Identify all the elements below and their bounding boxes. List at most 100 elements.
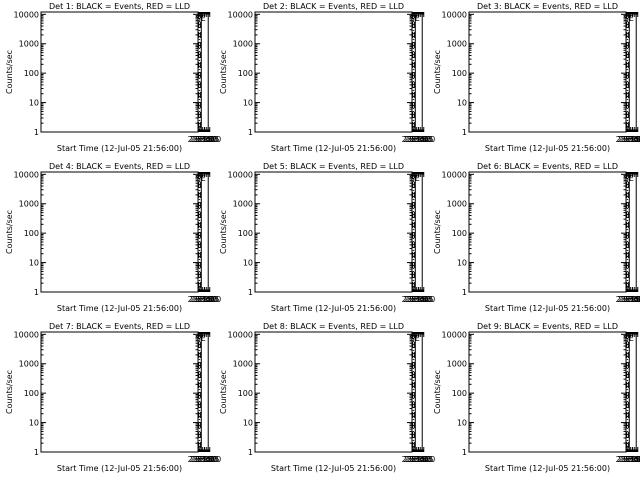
y-tick-label: 1000: [19, 360, 39, 369]
y-tick-label: 100: [238, 229, 253, 238]
x-tick-label: 22:30: [195, 135, 218, 144]
x-tick-label: 22:30: [623, 455, 640, 464]
y-tick-label: 1: [462, 288, 467, 297]
x-tick-label: 22:15: [410, 295, 433, 304]
y-tick-label: 10: [29, 99, 39, 108]
x-tick-label: 23:30: [402, 455, 425, 464]
event-dip: [631, 218, 633, 227]
x-axis-label: Start Time (12-Jul-05 21:56:00): [485, 304, 610, 313]
event-dip: [417, 219, 419, 226]
y-tick-label: 10000: [228, 330, 253, 339]
event-dip: [417, 377, 419, 386]
chart-panel: Det 6: BLACK = Events, RED = LLD 1 10 100 10…: [433, 162, 640, 313]
plot-frame: [254, 11, 413, 133]
x-tick-label: 23:00: [619, 455, 640, 464]
x-tick-label: 23:00: [405, 455, 428, 464]
x-tick-label: 22:15: [624, 295, 640, 304]
plot-frame: [40, 331, 199, 453]
chart-title: Det 4: BLACK = Events, RED = LLD: [49, 162, 190, 171]
x-tick-label: 22:30: [409, 135, 432, 144]
x-tick-label: 23:30: [616, 295, 639, 304]
saa-label: SE: [624, 334, 634, 343]
x-tick-label: 22:45: [193, 135, 216, 144]
y-tick-label: 1: [462, 448, 467, 457]
y-tick-label: 10000: [442, 10, 467, 19]
x-tick-label: 22:45: [193, 295, 216, 304]
x-axis-label: Start Time (12-Jul-05 21:56:00): [57, 144, 182, 153]
y-tick-label: 10: [29, 419, 39, 428]
x-tick-label: 22:45: [621, 295, 640, 304]
x-tick-label: 22:15: [410, 135, 433, 144]
x-tick-label: 23:15: [189, 455, 212, 464]
chart-panel: Det 4: BLACK = Events, RED = LLD 1 10 100 10…: [5, 162, 221, 313]
x-tick-label: 23:00: [405, 135, 428, 144]
saa-label: SE: [410, 334, 420, 343]
x-tick-label: 22:45: [407, 455, 430, 464]
x-tick-label: 23:00: [191, 295, 214, 304]
x-tick-label: 23:00: [191, 135, 214, 144]
event-dip: [203, 217, 205, 225]
chart-panel: Det 7: BLACK = Events, RED = LLD 1 10 100 10…: [5, 322, 221, 473]
data-layer: [469, 54, 633, 63]
y-axis-label: Counts/sec: [433, 50, 442, 94]
x-tick-label: 23:30: [188, 455, 211, 464]
plot-frame: [254, 171, 413, 293]
x-tick-label: 23:30: [616, 455, 639, 464]
data-layer: [255, 53, 256, 56]
x-tick-label: 22:45: [621, 455, 640, 464]
x-tick-label: 22:15: [196, 455, 219, 464]
y-tick-label: 100: [238, 389, 253, 398]
y-tick-label: 10: [243, 99, 253, 108]
y-tick-label: 10000: [14, 170, 39, 179]
x-tick-label: 22:15: [624, 455, 640, 464]
x-tick-label: 22:15: [410, 455, 433, 464]
y-tick-label: 100: [452, 229, 467, 238]
x-tick-label: 23:00: [191, 455, 214, 464]
data-layer: [41, 212, 205, 225]
x-tick-label: 22:30: [623, 295, 640, 304]
y-tick-label: 1000: [447, 40, 467, 49]
x-tick-label: 23:15: [403, 135, 426, 144]
y-tick-label: 10: [29, 259, 39, 268]
y-tick-label: 10: [243, 259, 253, 268]
x-tick-label: 22:15: [624, 135, 640, 144]
x-tick-label: 22:15: [196, 135, 219, 144]
x-tick-label: 22:45: [407, 135, 430, 144]
x-tick-label: 22:15: [196, 295, 219, 304]
event-dip: [203, 378, 205, 385]
y-axis-label: Counts/sec: [219, 370, 228, 414]
y-axis-label: Counts/sec: [5, 210, 14, 254]
y-tick-label: 100: [452, 389, 467, 398]
data-layer: [255, 372, 419, 386]
x-axis-label: Start Time (12-Jul-05 21:56:00): [57, 464, 182, 473]
data-layer: [469, 213, 633, 227]
y-tick-label: 10000: [14, 330, 39, 339]
chart-title: Det 3: BLACK = Events, RED = LLD: [477, 2, 618, 11]
x-tick-label: 23:15: [617, 135, 640, 144]
y-tick-label: 1: [248, 128, 253, 137]
x-tick-label: 22:30: [409, 295, 432, 304]
y-tick-label: 100: [452, 69, 467, 78]
plot-frame: [468, 11, 627, 133]
saa-label: SE: [196, 334, 206, 343]
x-tick-label: 23:00: [619, 135, 640, 144]
y-axis-label: Counts/sec: [5, 50, 14, 94]
y-tick-label: 100: [24, 389, 39, 398]
x-tick-label: 22:00: [198, 135, 221, 144]
x-tick-label: 23:30: [616, 135, 639, 144]
saa-label: SE: [410, 14, 420, 23]
y-tick-label: 1: [248, 448, 253, 457]
y-tick-label: 1: [34, 128, 39, 137]
plot-frame: [468, 331, 627, 453]
y-axis-label: Counts/sec: [433, 370, 442, 414]
x-axis-label: Start Time (12-Jul-05 21:56:00): [485, 464, 610, 473]
x-tick-label: 22:30: [623, 135, 640, 144]
chart-title: Det 7: BLACK = Events, RED = LLD: [49, 322, 190, 331]
y-tick-label: 1000: [447, 360, 467, 369]
y-axis-label: Counts/sec: [219, 50, 228, 94]
x-tick-label: 23:15: [189, 135, 212, 144]
data-layer: [469, 373, 470, 375]
chart-title: Det 8: BLACK = Events, RED = LLD: [263, 322, 404, 331]
x-tick-label: 23:30: [188, 135, 211, 144]
event-dip: [631, 58, 633, 63]
